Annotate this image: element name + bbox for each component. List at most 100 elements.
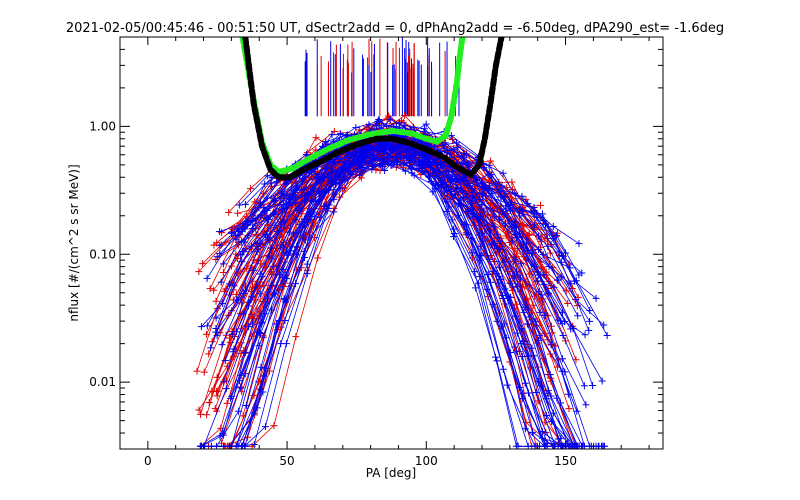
data-point	[213, 332, 221, 340]
data-point	[401, 111, 409, 119]
data-point	[448, 216, 456, 224]
data-point	[292, 199, 300, 207]
data-point	[217, 241, 225, 249]
data-point	[195, 406, 203, 414]
data-point	[386, 115, 394, 123]
data-point	[312, 173, 320, 181]
data-point	[433, 170, 441, 178]
data-point	[513, 268, 521, 276]
data-point	[539, 251, 547, 259]
data-point	[501, 285, 509, 293]
data-point	[254, 231, 262, 239]
data-point	[547, 392, 555, 400]
series-line-black	[242, 37, 505, 181]
data-point	[559, 331, 567, 339]
data-point	[242, 286, 250, 294]
data-point	[261, 423, 269, 431]
data-point	[575, 271, 583, 279]
data-point	[300, 247, 308, 255]
data-point	[538, 210, 546, 218]
data-point	[480, 207, 488, 215]
data-point	[263, 172, 271, 180]
data-point	[517, 340, 525, 348]
data-point	[491, 223, 499, 231]
data-point	[311, 213, 319, 221]
data-point	[310, 185, 318, 193]
data-point	[325, 186, 333, 194]
data-point	[241, 370, 249, 378]
y-tick-label: 1.00	[89, 119, 116, 133]
data-point	[422, 160, 430, 168]
data-point	[497, 193, 505, 201]
data-point	[381, 144, 389, 152]
data-point	[518, 192, 526, 200]
data-point	[267, 179, 275, 187]
data-point	[476, 189, 484, 197]
data-point	[331, 167, 339, 175]
data-point	[550, 283, 558, 291]
data-point	[277, 219, 285, 227]
data-point	[278, 190, 286, 198]
chart-title: 2021-02-05/00:45:46 - 00:51:50 UT, dSect…	[66, 21, 724, 36]
data-point	[350, 152, 358, 160]
data-point	[244, 232, 252, 240]
data-point	[225, 208, 233, 216]
data-point	[440, 174, 448, 182]
data-point	[303, 270, 311, 278]
data-point	[235, 377, 243, 385]
data-point	[512, 223, 520, 231]
data-point	[513, 283, 521, 291]
data-point	[523, 320, 531, 328]
data-point	[264, 295, 272, 303]
data-point	[484, 271, 492, 279]
data-point	[535, 232, 543, 240]
data-point	[328, 131, 336, 139]
data-point	[566, 264, 574, 272]
data-point	[303, 218, 311, 226]
data-point	[375, 117, 383, 125]
data-point	[528, 428, 536, 436]
data-point	[312, 134, 320, 142]
data-point	[275, 317, 283, 325]
data-point	[249, 320, 257, 328]
data-point	[582, 401, 590, 409]
data-point	[234, 209, 242, 217]
data-point	[219, 299, 227, 307]
data-point	[447, 132, 455, 140]
data-point	[228, 330, 236, 338]
data-point	[267, 267, 275, 275]
data-point	[270, 422, 278, 430]
data-point	[212, 314, 220, 322]
data-point	[237, 339, 245, 347]
data-point	[218, 341, 226, 349]
data-point	[211, 405, 219, 413]
data-point	[217, 278, 225, 286]
data-point	[403, 153, 411, 161]
data-point	[441, 139, 449, 147]
data-point	[280, 181, 288, 189]
data-point	[502, 334, 510, 342]
data-point	[476, 273, 484, 281]
data-point	[241, 348, 249, 356]
data-point	[557, 434, 565, 442]
data-point	[506, 207, 514, 215]
data-point	[356, 171, 364, 179]
data-point	[547, 340, 555, 348]
data-point	[352, 124, 360, 132]
data-point	[465, 160, 473, 168]
data-point	[234, 296, 242, 304]
data-point	[519, 207, 527, 215]
data-point	[472, 284, 480, 292]
data-point	[220, 378, 228, 386]
data-point	[245, 298, 253, 306]
data-point	[516, 212, 524, 220]
data-point	[558, 252, 566, 260]
data-point	[496, 188, 504, 196]
data-point	[395, 119, 403, 127]
data-point	[497, 275, 505, 283]
data-point	[450, 233, 458, 241]
data-point	[206, 285, 214, 293]
data-point	[254, 240, 262, 248]
data-point	[463, 151, 471, 159]
